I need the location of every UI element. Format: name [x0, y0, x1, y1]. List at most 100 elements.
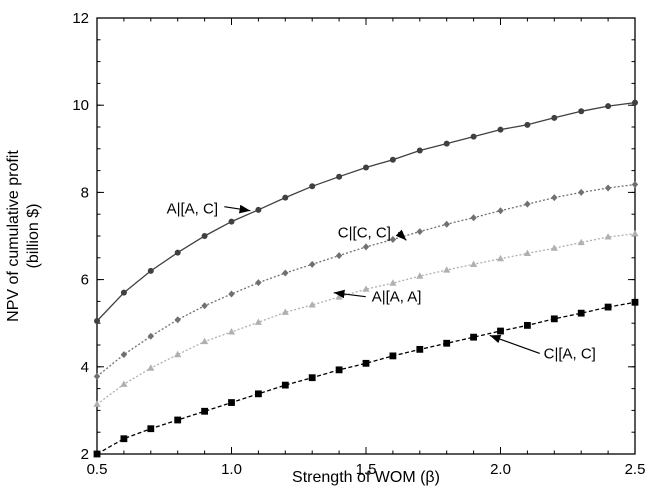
annotation-label: C|[A, C]: [544, 345, 596, 362]
annotation-layer: A|[A, C] C|[C, C] A|[A, A] C|[A, C]: [167, 201, 596, 363]
data-point: [255, 279, 262, 287]
data-point: [389, 352, 397, 360]
annotation-label: C|[C, C]: [338, 224, 391, 241]
data-point: [281, 381, 289, 389]
data-point: [174, 316, 181, 324]
data-point: [443, 339, 451, 347]
x-tick-label: 2.5: [625, 461, 646, 478]
data-point: [93, 450, 101, 458]
annotation-arrow: [333, 289, 366, 299]
data-point: [362, 285, 370, 292]
y-tick-label: 6: [81, 272, 89, 289]
series-0: [94, 99, 638, 325]
data-point: [604, 184, 612, 192]
data-point: [282, 269, 289, 277]
annotation-arrow: [224, 204, 251, 214]
data-point: [497, 126, 504, 133]
data-point: [120, 380, 128, 387]
series-line: [96, 301, 636, 455]
data-point: [174, 249, 181, 256]
data-point: [631, 181, 639, 189]
data-point: [174, 416, 182, 424]
y-axis-label-line1: NPV of cumulative profit: [5, 150, 22, 322]
y-tick-label: 4: [81, 359, 89, 376]
data-point: [120, 435, 128, 443]
annotation-1: C|[C, C]: [338, 224, 407, 241]
data-point: [470, 260, 478, 267]
y-tick-label: 10: [72, 97, 89, 114]
annotation-arrow: [489, 334, 540, 354]
data-point: [281, 308, 289, 315]
data-point: [174, 350, 182, 358]
data-point: [550, 244, 558, 251]
data-point: [497, 327, 504, 335]
axis-ticks: 0.5 1.0 1.5 2.0 2.5 2 4 6 8 10 12: [72, 10, 645, 478]
y-axis-label: NPV of cumulative profit (billion $): [5, 150, 42, 322]
y-tick-label: 8: [81, 184, 89, 201]
data-point: [201, 302, 208, 310]
data-point: [524, 321, 531, 329]
data-point: [147, 425, 155, 433]
data-point: [308, 301, 316, 308]
data-point: [550, 315, 558, 323]
data-point: [577, 238, 585, 246]
data-point: [416, 147, 423, 154]
data-point: [362, 243, 370, 251]
data-point: [228, 218, 235, 225]
x-tick-label: 1.0: [221, 461, 242, 478]
data-point: [470, 133, 477, 140]
data-point: [201, 407, 208, 415]
data-point: [416, 228, 423, 236]
series-2: [93, 230, 639, 407]
data-point: [336, 173, 343, 180]
y-tick-label: 2: [81, 446, 89, 463]
data-point: [335, 366, 343, 374]
data-point: [551, 114, 558, 121]
data-point: [228, 290, 235, 298]
data-point: [389, 279, 397, 286]
data-point: [524, 121, 531, 128]
data-point: [335, 252, 343, 260]
data-point: [201, 337, 209, 345]
data-point: [120, 351, 128, 359]
x-tick-label: 0.5: [87, 461, 108, 478]
data-point: [497, 207, 504, 215]
data-point: [631, 230, 639, 237]
data-point: [470, 333, 477, 341]
data-point: [551, 194, 558, 202]
data-point: [523, 249, 531, 257]
data-point: [443, 266, 451, 273]
data-point: [255, 390, 262, 398]
data-point: [524, 200, 531, 208]
annotation-arrow: [395, 229, 407, 241]
x-tick-label: 2.0: [490, 461, 511, 478]
series-1: [93, 181, 639, 380]
data-point: [254, 318, 262, 325]
x-tick-label: 1.5: [356, 461, 377, 478]
data-point: [578, 108, 585, 115]
data-point: [362, 359, 370, 367]
series-line: [96, 233, 636, 405]
annotation-label: A|[A, C]: [167, 201, 218, 218]
data-point: [147, 364, 155, 371]
data-point: [282, 194, 289, 201]
data-point: [147, 267, 154, 274]
data-point: [631, 298, 639, 306]
data-point: [578, 188, 585, 196]
data-point: [389, 235, 397, 243]
data-point: [605, 103, 612, 110]
x-axis-label: Strength of WOM (β): [292, 469, 440, 486]
series-3: [93, 298, 639, 458]
data-point: [443, 220, 450, 228]
data-point: [228, 399, 235, 406]
data-point: [389, 156, 396, 163]
y-axis-label-line2: (billion $): [25, 204, 42, 269]
annotation-3: C|[A, C]: [489, 334, 596, 362]
data-point: [120, 289, 127, 296]
data-point: [496, 254, 505, 262]
data-point: [308, 374, 316, 382]
data-point: [309, 183, 316, 190]
data-point: [577, 309, 585, 317]
data-point: [93, 400, 101, 407]
